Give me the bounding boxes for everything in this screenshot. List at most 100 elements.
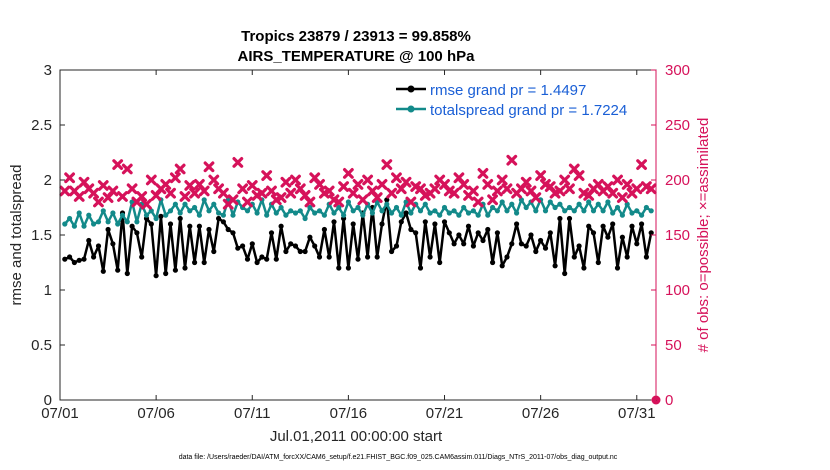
- rmse-point: [264, 256, 270, 262]
- obs-assimilated-marker: [573, 170, 585, 181]
- obs-assimilated-marker: [535, 170, 547, 181]
- y-tick-label: 2: [44, 172, 52, 189]
- totalspread-point: [312, 210, 318, 216]
- totalspread-point: [490, 204, 496, 211]
- rmse-point: [196, 223, 202, 229]
- obs-assimilated-marker: [338, 181, 349, 192]
- obs-assimilated-marker: [487, 194, 498, 206]
- rmse-point: [336, 265, 342, 271]
- rmse-point: [134, 230, 140, 236]
- rmse-point: [605, 234, 611, 240]
- rmse-point: [595, 259, 601, 266]
- rmse-point: [86, 237, 92, 244]
- rmse-point: [586, 223, 592, 229]
- rmse-point: [302, 248, 308, 255]
- y-axis-label-right: # of obs: o=possible; ×=assimilated: [695, 118, 712, 353]
- totalspread-point: [182, 201, 188, 207]
- obs-assimilated-marker: [467, 185, 479, 197]
- totalspread-point: [547, 199, 553, 205]
- obs-assimilated-marker: [381, 159, 393, 170]
- obs-assimilated-marker: [520, 176, 532, 188]
- totalspread-point: [100, 208, 106, 214]
- rmse-point: [398, 219, 404, 225]
- rmse-point: [408, 226, 414, 233]
- series-totalspread: [62, 197, 654, 229]
- totalspread-point: [297, 208, 303, 214]
- totalspread-point: [220, 212, 226, 218]
- totalspread-point: [610, 210, 616, 216]
- totalspread-point: [437, 212, 443, 218]
- rmse-point: [220, 219, 226, 225]
- rmse-point: [139, 254, 145, 260]
- rmse-point: [129, 223, 135, 229]
- totalspread-point: [533, 208, 539, 214]
- obs-assimilated-marker: [232, 157, 244, 168]
- obs-assimilated-marker: [616, 192, 628, 203]
- totalspread-point: [566, 204, 573, 211]
- totalspread-point: [389, 210, 395, 216]
- rmse-point: [163, 270, 169, 277]
- obs-assimilated-marker: [314, 179, 325, 190]
- rmse-point: [441, 219, 448, 225]
- totalspread-point: [341, 212, 347, 218]
- obs-assimilated-marker: [160, 179, 172, 190]
- totalspread-point: [153, 215, 159, 222]
- y-tick-label: 2.5: [31, 117, 52, 134]
- totalspread-point: [451, 208, 457, 214]
- obs-assimilated-marker: [612, 174, 623, 186]
- totalspread-point: [331, 210, 337, 216]
- legend: rmse grand pr = 1.4497 totalspread grand…: [393, 78, 649, 122]
- rmse-point: [590, 230, 597, 236]
- rmse-point: [167, 221, 174, 227]
- rmse-point: [552, 263, 558, 269]
- rmse-point: [62, 256, 68, 262]
- legend-marker-rmse: [407, 85, 415, 93]
- rmse-point: [153, 273, 159, 279]
- totalspread-point: [283, 212, 289, 218]
- y-tick-label-right: 100: [665, 282, 690, 299]
- totalspread-point: [86, 212, 92, 218]
- rmse-point: [307, 234, 313, 240]
- rmse-point: [581, 265, 587, 271]
- rmse-point: [326, 254, 332, 260]
- totalspread-point: [639, 212, 645, 218]
- totalspread-point: [417, 208, 424, 214]
- obs-assimilated-marker: [93, 196, 104, 208]
- obs-assimilated-marker: [97, 180, 109, 191]
- totalspread-point: [393, 204, 400, 211]
- totalspread-point: [408, 210, 414, 216]
- obs-assimilated-marker: [242, 196, 253, 208]
- rmse-point: [379, 221, 385, 227]
- rmse-point: [71, 259, 77, 266]
- y-tick-label: 3: [44, 62, 52, 79]
- totalspread-point: [288, 208, 294, 214]
- totalspread-point: [211, 201, 217, 207]
- obs-assimilated-marker: [477, 168, 489, 179]
- rmse-point: [480, 237, 486, 244]
- legend-entry-totalspread: totalspread grand pr = 1.7224: [396, 102, 627, 119]
- y-axis-label: rmse and totalspread: [8, 165, 25, 306]
- rmse-point: [547, 230, 553, 236]
- obs-assimilated-marker: [256, 187, 268, 199]
- obs-assimilated-marker: [169, 172, 181, 184]
- totalspread-point: [192, 204, 198, 211]
- obs-assimilated-marker: [203, 161, 215, 173]
- obs-assimilated-marker: [218, 187, 229, 199]
- rmse-point: [643, 254, 650, 260]
- totalspread-point: [163, 212, 169, 218]
- totalspread-point: [614, 204, 621, 211]
- totalspread-point: [581, 208, 587, 214]
- totalspread-point: [201, 197, 207, 203]
- rmse-point: [278, 223, 284, 229]
- rmse-point: [240, 243, 246, 249]
- rmse-point: [365, 254, 371, 260]
- totalspread-point: [523, 204, 529, 211]
- obs-assimilated-marker: [198, 185, 210, 197]
- rmse-point: [249, 241, 255, 247]
- rmse-point: [514, 221, 520, 227]
- obs-assimilated-marker: [357, 194, 369, 206]
- x-tick-label: 07/26: [522, 405, 560, 422]
- obs-assimilated-marker: [491, 185, 503, 197]
- totalspread-point: [586, 199, 592, 205]
- rmse-point: [350, 221, 356, 227]
